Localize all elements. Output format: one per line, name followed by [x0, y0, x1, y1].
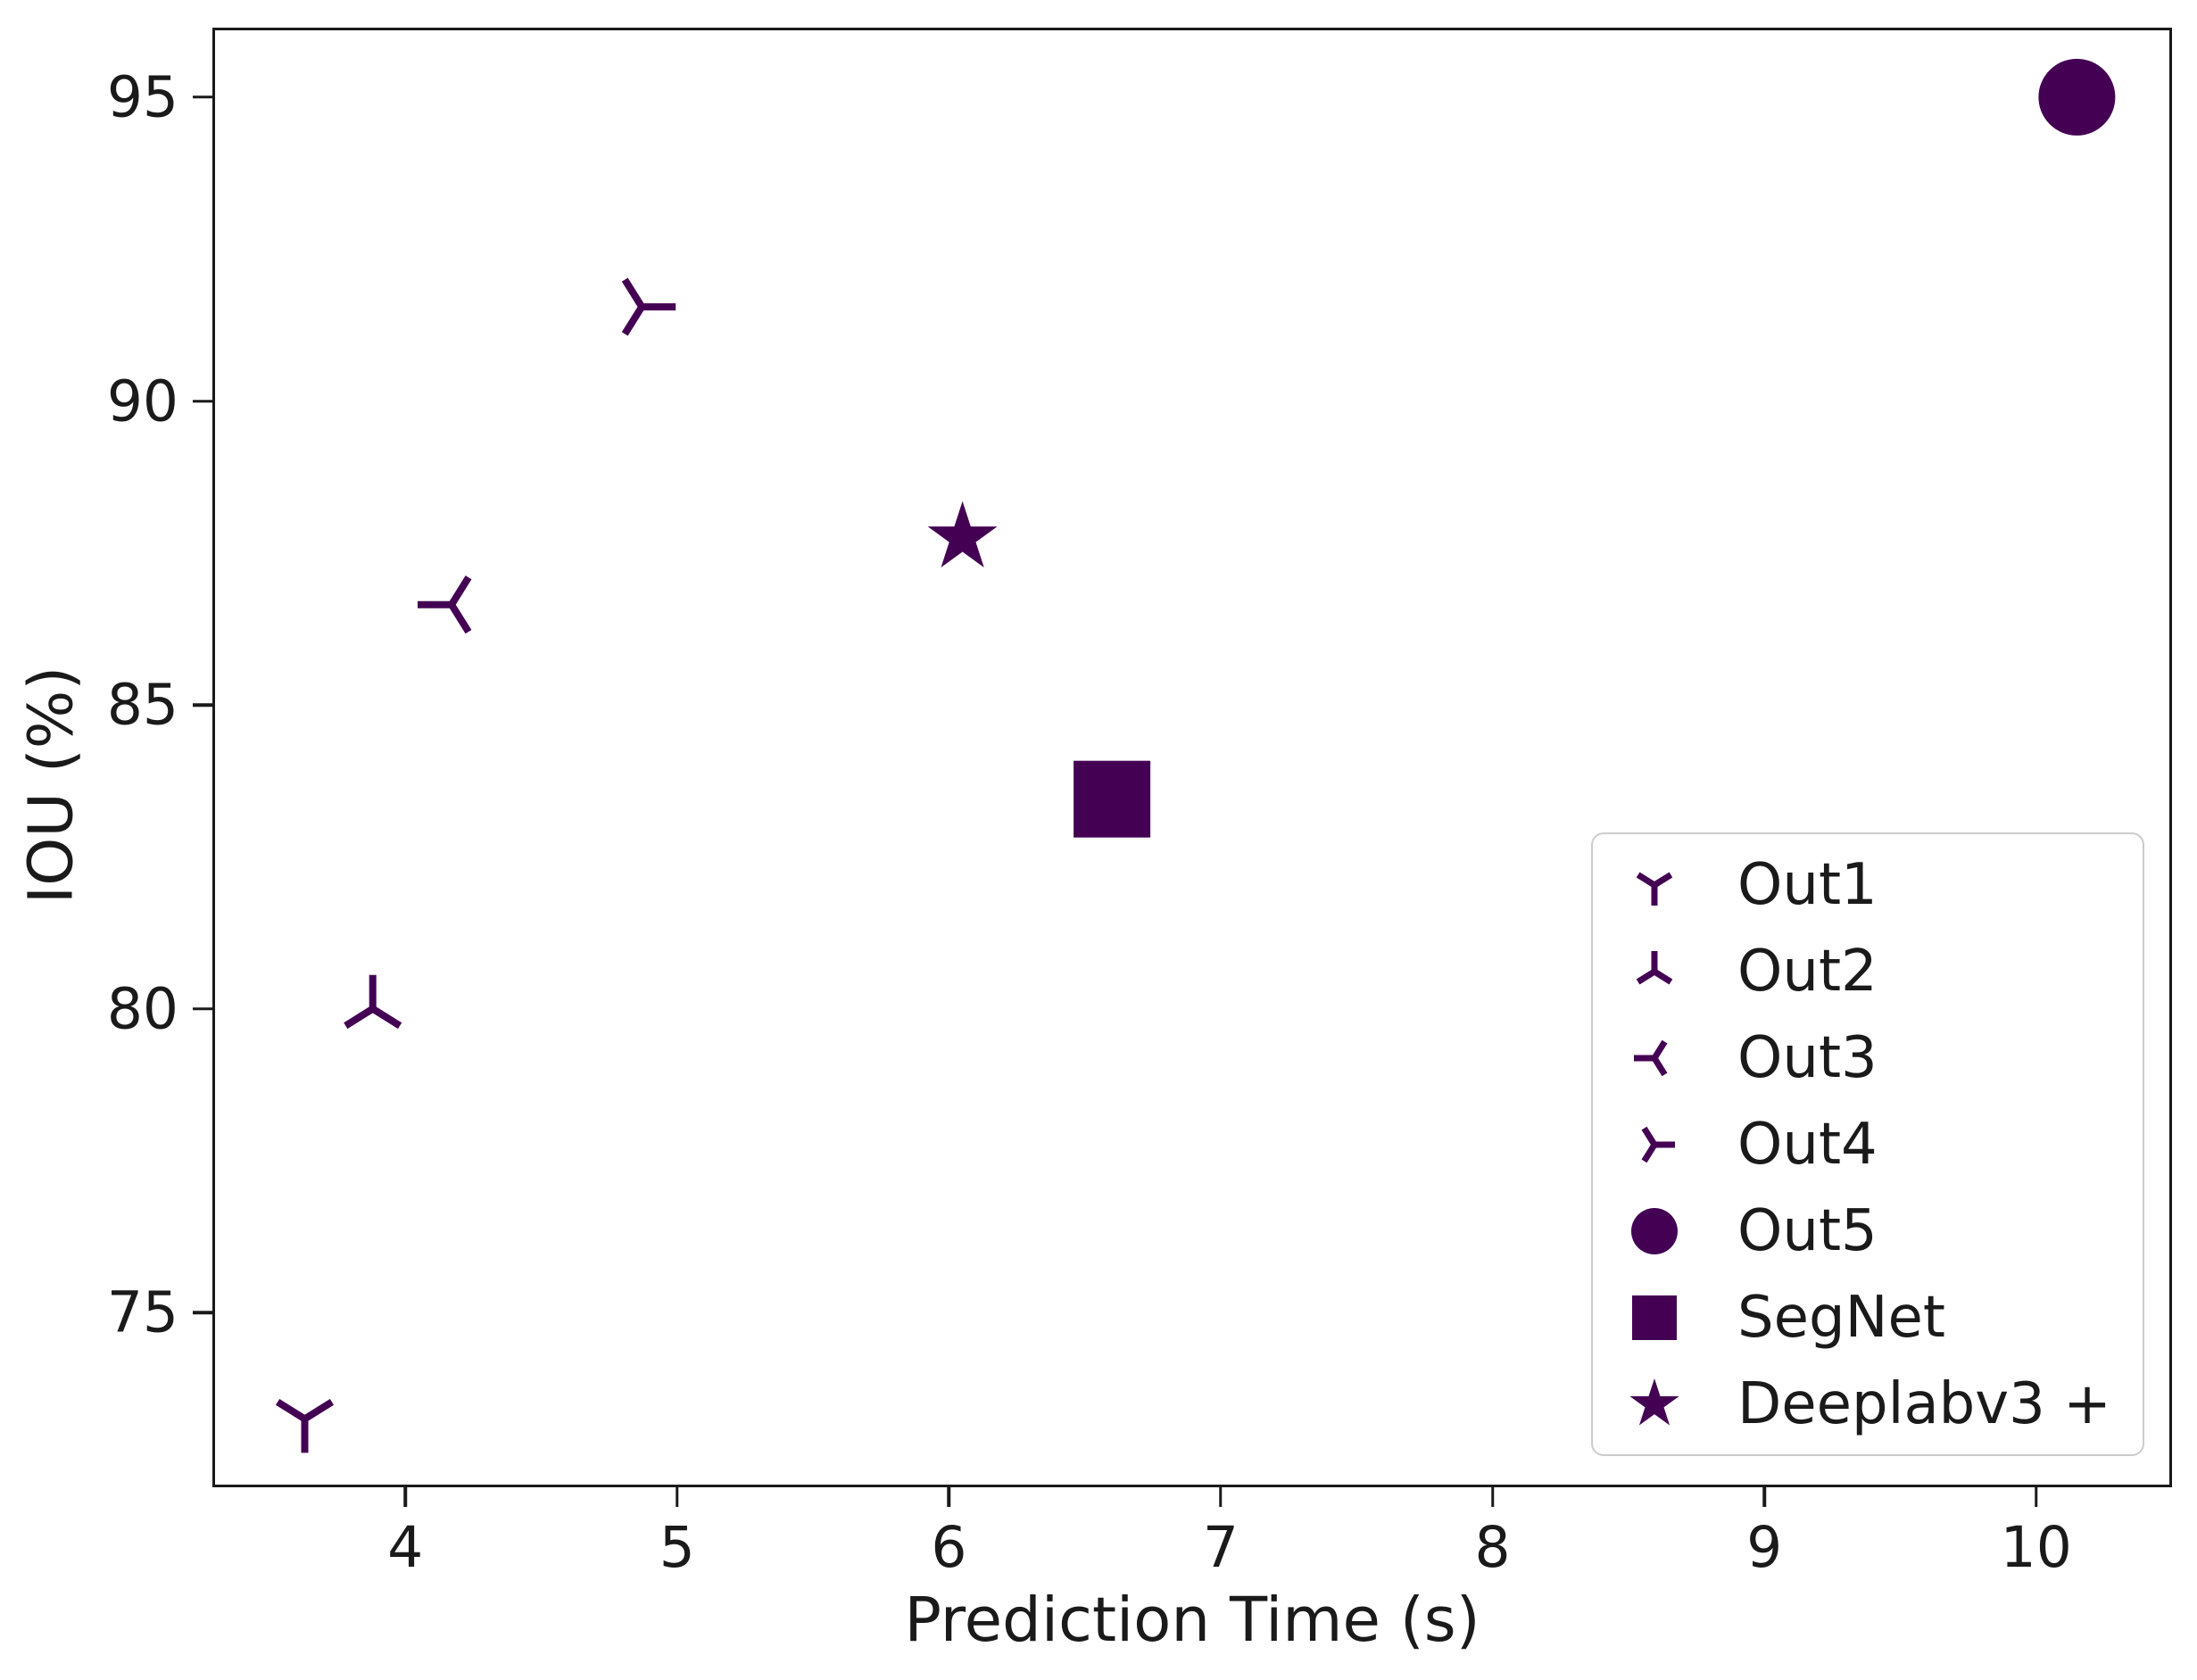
y-tick	[193, 703, 212, 707]
legend: Out1 Out2 Out3 Out4 Out5 SegNet Deeplabv3 +	[1591, 832, 2144, 1456]
x-tick-label: 4	[387, 1515, 424, 1580]
tri_left-marker-icon	[1593, 1018, 1716, 1098]
legend-item-deeplabv3: Deeplabv3 +	[1593, 1361, 2143, 1447]
legend-label: Out4	[1737, 1111, 1878, 1178]
legend-label: Out3	[1737, 1024, 1878, 1091]
data-point-out2	[344, 974, 402, 1030]
legend-item-out4: Out4	[1593, 1101, 2143, 1188]
x-tick	[1490, 1487, 1495, 1507]
data-point-out5	[2038, 58, 2116, 136]
y-tick-label: 90	[106, 368, 178, 434]
legend-label: Out5	[1737, 1197, 1878, 1264]
y-tick-label: 95	[106, 64, 178, 130]
legend-label: Deeplabv3 +	[1737, 1370, 2111, 1437]
legend-item-out3: Out3	[1593, 1014, 2143, 1101]
y-axis-label: IOU (%)	[15, 666, 87, 905]
y-tick-label: 80	[106, 976, 178, 1042]
legend-item-out2: Out2	[1593, 928, 2143, 1014]
legend-item-out5: Out5	[1593, 1188, 2143, 1274]
x-tick-label: 8	[1474, 1515, 1511, 1580]
data-point-out4	[621, 277, 676, 336]
x-axis-label: Prediction Time (s)	[904, 1585, 1480, 1656]
tri_down-marker-icon	[1593, 845, 1716, 925]
y-tick	[193, 1311, 212, 1314]
y-tick	[193, 1006, 212, 1011]
x-tick	[2035, 1487, 2038, 1507]
x-tick	[947, 1487, 951, 1507]
legend-item-segnet: SegNet	[1593, 1274, 2143, 1361]
x-tick	[403, 1487, 407, 1507]
x-tick-label: 5	[659, 1515, 695, 1580]
circle-marker-icon	[1593, 1191, 1716, 1271]
x-tick-label: 7	[1202, 1515, 1239, 1580]
data-point-out1	[275, 1399, 335, 1453]
data-point-deeplabv3	[927, 501, 998, 567]
x-tick-label: 10	[2000, 1515, 2072, 1580]
legend-label: Out1	[1737, 851, 1878, 918]
square-marker-icon	[1593, 1278, 1716, 1358]
legend-item-out1: Out1	[1593, 841, 2143, 928]
star-marker-icon	[1593, 1364, 1716, 1444]
x-tick-label: 6	[931, 1515, 967, 1580]
data-point-segnet	[1074, 760, 1151, 838]
y-tick-label: 85	[106, 672, 178, 738]
data-markers-layer	[275, 58, 2116, 1453]
tri_up-marker-icon	[1593, 931, 1716, 1012]
x-tick	[676, 1487, 679, 1507]
tri_right-marker-icon	[1593, 1105, 1716, 1185]
y-tick	[193, 95, 212, 99]
x-tick	[1762, 1487, 1766, 1507]
y-tick	[193, 399, 212, 403]
data-point-out3	[418, 575, 472, 634]
legend-label: Out2	[1737, 938, 1878, 1005]
y-tick-label: 75	[106, 1279, 178, 1345]
x-tick	[1219, 1487, 1223, 1507]
legend-label: SegNet	[1737, 1284, 1945, 1351]
x-tick-label: 9	[1746, 1515, 1783, 1580]
